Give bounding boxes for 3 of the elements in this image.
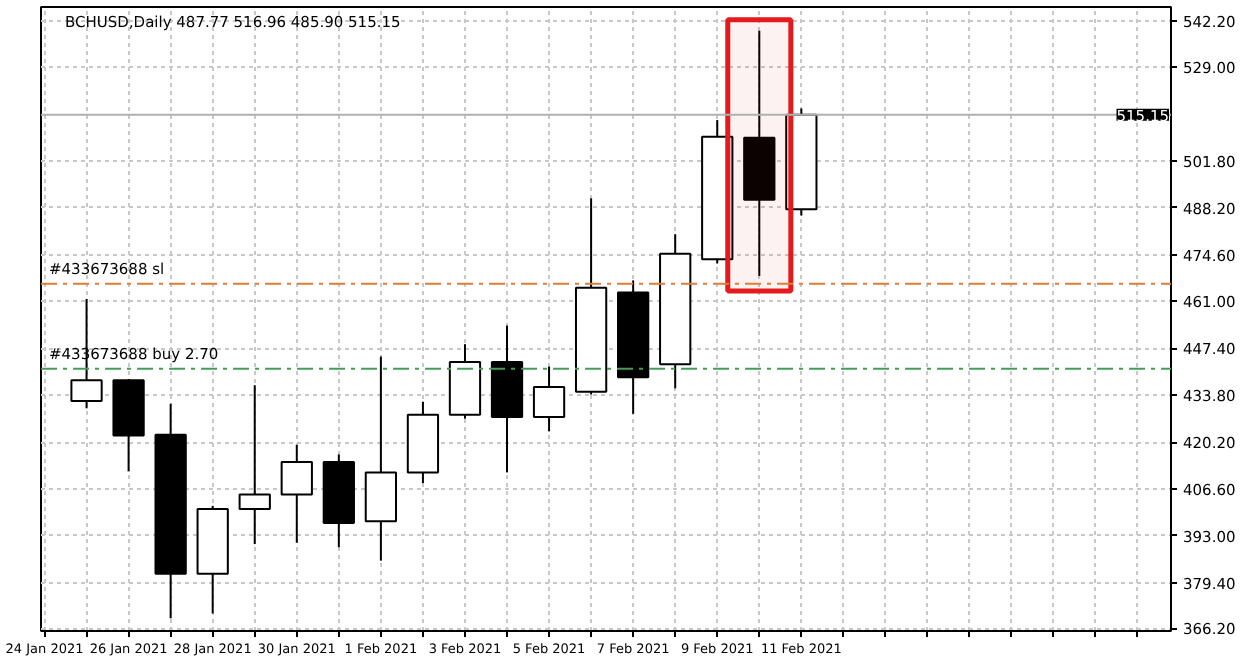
candlestick bbox=[532, 365, 566, 433]
candlestick bbox=[280, 443, 313, 544]
candlestick bbox=[238, 384, 271, 546]
